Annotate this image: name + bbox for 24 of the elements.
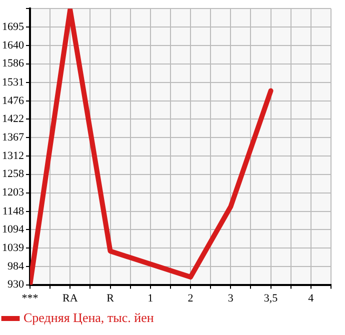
y-tick-label: 984 — [8, 260, 24, 272]
y-tick-label: 1203 — [2, 186, 24, 199]
y-tick-label: 1586 — [2, 58, 24, 70]
y-tick-label: 1367 — [2, 131, 24, 144]
y-tick-label: 1039 — [2, 242, 24, 254]
y-tick-label: 1148 — [2, 205, 24, 218]
y-tick-label: 1312 — [2, 150, 24, 162]
x-tick-label: *** — [22, 292, 38, 304]
x-tick-label: 2 — [188, 292, 194, 304]
y-tick-label: 1531 — [2, 76, 24, 88]
x-tick-label: 4 — [308, 292, 314, 304]
y-tick-label: 1640 — [2, 40, 24, 52]
x-tick-label: RA — [62, 292, 78, 304]
x-tick-label: 3,5 — [264, 292, 278, 304]
y-tick-label: 1422 — [2, 112, 24, 125]
y-tick-label: 1258 — [2, 168, 24, 180]
y-tick-label: 930 — [8, 278, 24, 291]
x-tick-label: R — [106, 292, 115, 304]
y-tick-label: 1695 — [2, 21, 24, 34]
x-tick-label: 1 — [148, 292, 154, 304]
x-tick-label: 3 — [228, 292, 234, 304]
y-tick-label: 1094 — [2, 223, 24, 236]
legend-label: Средняя Цена, тыс. йен — [24, 310, 154, 325]
y-tick-label: 1476 — [2, 94, 24, 107]
